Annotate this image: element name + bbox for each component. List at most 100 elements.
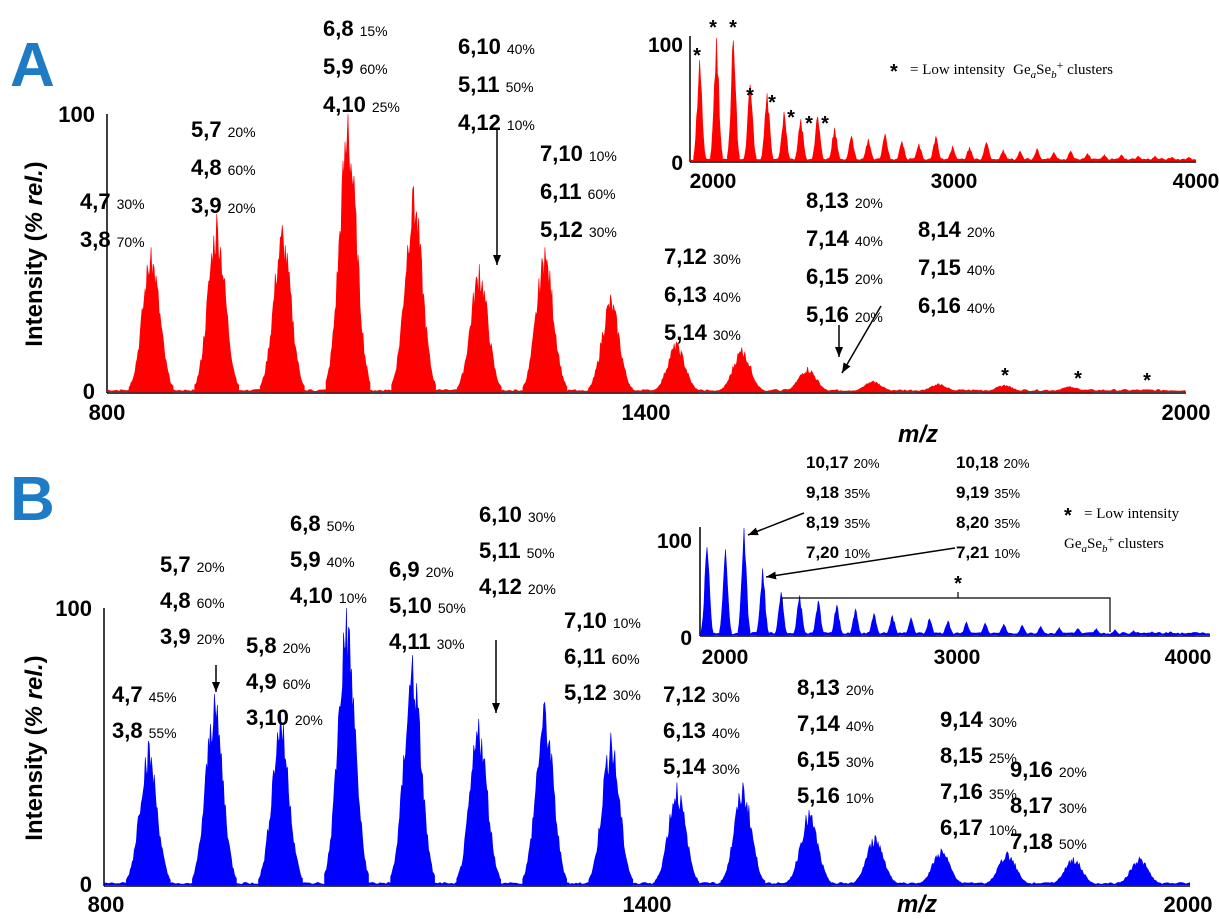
panel-b-annotation-1-line-2: 3,9 20% (160, 624, 225, 649)
panel-b-x-tick-2000: 2000 (1164, 892, 1213, 917)
panel-b-inset-annotation-1-line-2: 8,20 35% (956, 513, 1021, 532)
panel-a-inset-star-1: * (709, 17, 717, 39)
panel-b-inset-spectrum-peak (1127, 630, 1140, 636)
panel-a-spectrum-peak (719, 347, 765, 393)
panel-a-star-2: * (1143, 370, 1151, 392)
panel-b-spectrum-peak (258, 713, 303, 886)
panel-a-inset-spectrum-peak (760, 93, 774, 162)
panel-a-annotation-6-line-3: 5,16 20% (806, 302, 883, 327)
panel-a-spectrum-peak (653, 341, 699, 393)
panel-b-annotation-8-line-1: 7,14 40% (797, 711, 874, 736)
panel-a-spectrum-peak (456, 264, 502, 393)
panel-b-inset-annotation-0-line-0: 10,17 20% (806, 453, 880, 472)
panel-b-annotation-8-line-0: 8,13 20% (797, 675, 874, 700)
panel-b-inset-arrow-7-20 (747, 512, 805, 536)
panel-a-inset-y-tick-0: 0 (671, 152, 683, 175)
panel-a-inset-spectrum-peak (1165, 156, 1179, 162)
panel-b-inset-annotation-1-line-1: 9,19 35% (956, 483, 1021, 502)
panel-b-spectrum-peak (786, 810, 832, 886)
panel-a-inset-spectrum-peak (946, 145, 959, 162)
panel-b-annotation-9-line-3: 6,17 10% (940, 815, 1017, 840)
panel-b-spectrum-peak (390, 655, 435, 886)
panel-b-inset-spectrum-peak (1071, 628, 1085, 636)
panel-a-spectrum-peak (916, 383, 962, 393)
panel-b-inset-spectrum-peak (1052, 626, 1066, 636)
panel-a-inset-star-0: * (693, 45, 701, 67)
panel-a-annotation-7-line-2: 6,16 40% (918, 293, 995, 318)
panel-b-inset-annotation-1-line-0: 10,18 20% (956, 453, 1030, 472)
panel-b-inset-x-tick-4000: 4000 (1165, 646, 1212, 669)
panel-a-inset-spectrum-peak (912, 143, 926, 162)
panel-a-stars: * * * (1001, 365, 1151, 392)
panel-a-annotation-4-line-2: 5,12 30% (540, 217, 617, 242)
panel-a-spectrum-peak (588, 294, 633, 393)
panel-b-inset-annotation-0-line-2: 8,19 35% (806, 513, 871, 532)
panel-b-annotation-3-line-2: 4,10 10% (290, 583, 367, 608)
panel-b-inset-spectrum-peak (774, 592, 788, 636)
panel-a-inset-star-3: * (746, 85, 754, 107)
panel-a-inset-y-tick-100: 100 (648, 34, 683, 57)
panel-b-annotation-2-line-1: 4,9 60% (246, 669, 311, 694)
panel-a-annotation-6-line-2: 6,15 20% (806, 264, 883, 289)
panel-b-annotation-0-line-1: 3,8 55% (112, 718, 177, 743)
panel-b-inset-spectrum-peak (848, 608, 862, 636)
panel-b-inset-bracket (781, 597, 1111, 632)
panel-a-inset-spectrum-peak (811, 116, 825, 162)
panel-a-inset-spectrum-peak (1047, 151, 1061, 162)
panel-a-annotation-1-line-1: 4,8 60% (191, 155, 256, 180)
panel-a-spectrum-peak (391, 186, 436, 393)
panel-a-y-tick-100: 100 (58, 102, 95, 127)
panel-a-inset-spectrum-peak (710, 37, 723, 162)
panel-a-annotation-6-line-0: 8,13 20% (806, 188, 883, 213)
panel-b-chart: 100 0 800 1400 2000 m/z Intensity (% rel… (21, 502, 1212, 918)
panel-a-annotation-1-line-2: 3,9 20% (191, 193, 256, 218)
panel-letter-a: A (10, 31, 55, 100)
panel-b-inset-spectrum-peak (1090, 627, 1103, 636)
panel-b-annotation-6-line-2: 5,12 30% (564, 680, 641, 705)
panel-b-annotation-7-line-0: 7,12 30% (663, 682, 740, 707)
panel-a-annotation-3-line-0: 6,10 40% (458, 34, 535, 59)
panel-b-inset-spectrum-peak (793, 595, 807, 636)
panel-b-annotation-3-line-1: 5,9 40% (290, 547, 355, 572)
panel-a-inset-spectrum-peak (727, 40, 740, 162)
panel-b-legend-line1: = Low intensity (1084, 506, 1180, 522)
panel-a-inset-spectrum-peak (1013, 150, 1027, 162)
panel-b-annotation-7-line-1: 6,13 40% (663, 718, 740, 743)
panel-a-annotation-4-line-1: 6,11 60% (540, 179, 616, 204)
panel-b-y-label: Intensity (% rel.) (21, 655, 48, 840)
panel-b-spectrum-peak (720, 782, 766, 886)
panel-b-annotation-7-line-2: 5,14 30% (663, 754, 740, 779)
panel-a-legend: = Low intensity GeaSeb+ clusters (910, 58, 1113, 81)
panel-a-spectrum-peak (982, 384, 1027, 393)
panel-b-annotation-6-line-1: 6,11 60% (564, 644, 640, 669)
panel-a-annotation-5-line-0: 7,12 30% (664, 244, 741, 269)
panel-a-inset-spectrum-peak (828, 127, 841, 162)
panel-b-inset-annotation-0-line-1: 9,18 35% (806, 483, 871, 502)
panel-a-annotation-0-line-1: 3,8 70% (80, 227, 145, 252)
panel-a-spectrum-peak (259, 225, 305, 393)
panel-b-inset-annotation-0-line-3: 7,20 10% (806, 543, 871, 562)
panel-b-inset-spectrum-peak (904, 616, 918, 636)
panel-a-inset-spectrum (690, 37, 1196, 162)
panel-b-inset-spectrum-peak (960, 621, 973, 636)
panel-a-inset-spectrum-peak (693, 60, 706, 162)
panel-a-annotation-0-line-0: 4,7 30% (80, 189, 145, 214)
panel-b-spectrum-peak (1116, 856, 1162, 886)
panel-b-inset-annotations: 10,17 20% 9,18 35% 8,19 35% 7,20 10% 10,18 20% 9,1… (806, 453, 1030, 562)
panel-b-inset-spectrum (700, 527, 1210, 636)
panel-b-spectrum-peak (125, 740, 171, 886)
panel-b-inset-spectrum-peak (700, 547, 714, 636)
panel-b-spectrum-peak (588, 732, 634, 886)
panel-b-annotation-10-line-0: 9,16 20% (1010, 757, 1087, 782)
panel-b-inset-spectrum-peak (941, 620, 955, 636)
panel-a-chart: 100 0 800 1400 2000 m/z Intensity (% rel… (21, 16, 1210, 448)
panel-b-inset-y-tick-0: 0 (680, 627, 692, 650)
panel-a-annotation-2-line-2: 4,10 25% (323, 92, 400, 117)
panel-b-inset-spectrum-peak (737, 527, 751, 636)
panel-b-spectrum-peak (984, 851, 1030, 886)
panel-a-x-tick-1400: 1400 (622, 400, 671, 425)
panel-a-annotation-5-line-2: 5,14 30% (664, 320, 741, 345)
panel-a-x-label: m/z (898, 421, 938, 448)
panel-a-spectrum-peak (850, 380, 896, 393)
panel-b-annotation-9-line-0: 9,14 30% (940, 707, 1017, 732)
